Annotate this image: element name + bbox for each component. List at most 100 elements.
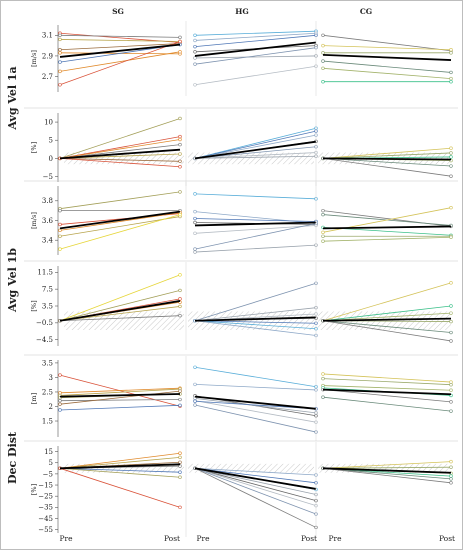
data-point-post (449, 339, 453, 343)
y-axis-label: [m/s] (30, 50, 38, 67)
series-line (59, 139, 181, 159)
mean-line (194, 221, 317, 227)
series-line (194, 32, 317, 41)
panel-hg (185, 109, 318, 186)
mean-line (322, 53, 452, 61)
data-point-pre (193, 216, 197, 221)
data-point-post (449, 76, 453, 81)
series-line (194, 320, 317, 324)
data-point-post (449, 281, 453, 285)
y-tick-label: −15 (38, 481, 53, 489)
y-tick-label: 2.7 (42, 73, 53, 81)
series-line (59, 306, 181, 322)
panel-grid: 2.7 2.9 3.1 [m/s] −5 0 5 10 [%] 3.4 3.6 3.8 [m/s] −4.… (24, 21, 458, 537)
data-point-pre (58, 228, 62, 233)
y-tick-label: −35 (38, 504, 53, 512)
mean-line (322, 317, 452, 322)
y-tick-label: 15 (44, 448, 53, 456)
column-title-sg: SG (112, 7, 124, 16)
panel-hg (185, 262, 318, 350)
mean-line (59, 148, 181, 160)
data-point-pre (58, 69, 62, 74)
series-line (59, 51, 181, 72)
data-point-post (449, 477, 453, 481)
y-axis-label: [m/s] (30, 212, 38, 229)
series-line (194, 404, 317, 433)
data-point-post (178, 304, 182, 309)
series-line (322, 378, 452, 386)
column-title-cg: CG (360, 7, 372, 16)
mean-line (194, 395, 317, 410)
data-point-pre (321, 43, 325, 48)
x-tick-post-hg: Post (301, 534, 317, 543)
y-tick-label: 3.4 (42, 237, 54, 245)
series-line (59, 157, 181, 168)
data-point-pre (193, 83, 197, 87)
data-point-pre (193, 33, 197, 38)
data-point-post (449, 155, 453, 159)
y-tick-label: −25 (38, 493, 53, 501)
data-point-post (449, 382, 453, 387)
data-point-pre (321, 66, 325, 70)
data-point-pre (193, 44, 197, 49)
mean-line (59, 463, 181, 470)
data-point-post (449, 400, 453, 404)
series-line (322, 34, 452, 52)
series-line (59, 136, 181, 159)
series-line (194, 467, 317, 515)
mean-line (59, 300, 181, 322)
zero-band (318, 463, 451, 473)
column-title-hg: HG (235, 7, 249, 16)
data-point-post (449, 388, 453, 392)
y-tick-label: −45 (38, 515, 53, 523)
series-line (59, 216, 181, 237)
mean-line (194, 467, 317, 490)
data-point-post (178, 297, 182, 301)
series-line (322, 67, 452, 79)
data-point-pre (321, 230, 325, 235)
series-line (194, 397, 317, 414)
x-tick-post-sg: Post (164, 534, 180, 543)
y-tick-label: −5 (43, 173, 53, 181)
zero-band (64, 311, 184, 330)
data-point-post (178, 403, 182, 408)
y-tick-label: 1.5 (42, 417, 53, 425)
data-point-pre (321, 33, 325, 38)
data-point-pre (321, 376, 325, 381)
series-line (59, 118, 181, 159)
panel-hg (185, 356, 318, 441)
data-point-pre (193, 209, 197, 214)
zero-band (64, 152, 184, 165)
panel-hg (185, 182, 318, 259)
data-point-pre (58, 373, 62, 377)
panel-hg (185, 21, 318, 96)
row-title-avg-vel-1a: Avg Vel 1a (6, 66, 19, 130)
mean-line (194, 41, 317, 57)
data-point-post (449, 235, 453, 239)
series-line (194, 467, 317, 495)
data-point-post (178, 212, 182, 217)
data-point-pre (58, 51, 62, 55)
series-line (194, 282, 317, 322)
series-line (322, 467, 452, 484)
mean-line (322, 388, 452, 396)
series-line (194, 155, 317, 159)
data-point-post (449, 79, 453, 84)
series-line (322, 385, 452, 391)
y-axis-label: [m] (30, 393, 38, 404)
mean-line (322, 157, 452, 161)
data-point-post (178, 35, 182, 40)
data-point-pre (58, 37, 62, 42)
series-line (194, 225, 317, 234)
data-point-pre (193, 247, 197, 251)
panel-cg (315, 356, 453, 441)
series-line (194, 152, 317, 159)
data-point-pre (321, 395, 325, 399)
y-tick-label: 3 (49, 374, 53, 382)
data-point-pre (193, 38, 197, 43)
mean-line (194, 140, 317, 160)
data-point-pre (193, 231, 197, 236)
series-line (322, 157, 452, 177)
data-point-pre (321, 79, 325, 84)
data-point-pre (321, 212, 325, 217)
